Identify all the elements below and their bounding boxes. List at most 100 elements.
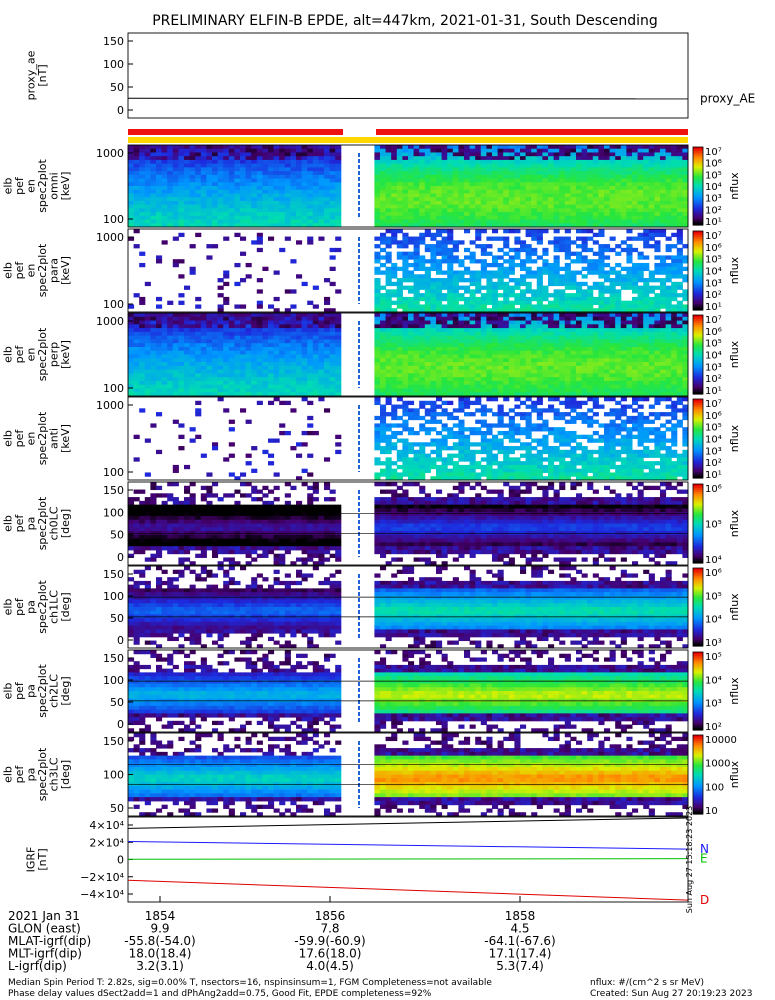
heatmap-cell — [329, 320, 336, 325]
heatmap-cell — [609, 392, 616, 397]
heatmap-cell — [133, 171, 140, 176]
heatmap-cell — [469, 197, 476, 202]
heatmap-cell — [632, 296, 639, 302]
heatmap-cell — [643, 215, 650, 221]
heatmap-cell — [161, 178, 168, 183]
heatmap-cell — [564, 204, 571, 209]
heatmap-cell — [525, 354, 532, 359]
heatmap-cell — [536, 182, 543, 187]
heatmap-cell — [609, 266, 616, 271]
heatmap-cell — [178, 328, 185, 333]
heatmap-cell — [615, 281, 622, 287]
heatmap-cell — [542, 189, 549, 194]
heatmap-cell — [576, 392, 583, 397]
heatmap-cell — [413, 293, 420, 298]
heatmap-cell — [402, 200, 409, 206]
heatmap-cell — [525, 152, 532, 157]
heatmap-cell — [564, 278, 571, 283]
heatmap-cell — [324, 324, 331, 329]
heatmap-cell — [480, 380, 487, 386]
heatmap-cell — [195, 388, 202, 393]
heatmap-cell — [497, 163, 504, 168]
heatmap-cell — [436, 328, 443, 333]
heatmap-cell — [525, 163, 532, 168]
heatmap-cell — [385, 229, 392, 234]
heatmap-cell — [570, 365, 577, 371]
heatmap-cell — [525, 223, 532, 228]
heatmap-cell — [212, 223, 219, 228]
heatmap-cell — [615, 313, 622, 318]
heatmap-cell — [475, 270, 482, 275]
heatmap-cell — [430, 343, 437, 348]
heatmap-cell — [615, 369, 622, 374]
heatmap-cell — [564, 262, 571, 268]
heatmap-cell — [464, 343, 471, 348]
heatmap-cell — [598, 223, 605, 228]
heatmap-cell — [273, 208, 280, 213]
heatmap-cell — [508, 354, 515, 359]
heatmap-cell — [514, 189, 521, 194]
heatmap-cell — [441, 365, 448, 371]
heatmap-cell — [497, 255, 504, 260]
heatmap-cell — [458, 365, 465, 371]
heatmap-cell — [268, 343, 275, 348]
heatmap-cell — [391, 358, 398, 363]
heatmap-cell — [251, 212, 258, 217]
heatmap-cell — [206, 350, 213, 355]
heatmap-cell — [391, 339, 398, 344]
heatmap-cell — [262, 182, 269, 187]
heatmap-cell — [223, 362, 230, 367]
heatmap-cell — [609, 343, 616, 348]
heatmap-cell — [542, 380, 549, 386]
heatmap-cell — [609, 365, 616, 371]
heatmap-cell — [245, 171, 252, 176]
heatmap-cell — [385, 377, 392, 382]
heatmap-cell — [654, 204, 661, 209]
heatmap-cell — [508, 212, 515, 217]
colorbar-tick-label: 10⁷ — [705, 231, 722, 242]
heatmap-cell — [391, 346, 398, 352]
heatmap-cell — [374, 300, 381, 305]
heatmap-cell — [525, 388, 532, 393]
heatmap-cell — [531, 200, 538, 206]
heatmap-cell — [290, 365, 297, 371]
heatmap-cell — [318, 178, 325, 183]
heatmap-cell — [273, 145, 280, 150]
heatmap-cell — [581, 304, 588, 309]
heatmap-cell — [480, 259, 487, 264]
heatmap-cell — [598, 262, 605, 268]
heatmap-cell — [228, 313, 235, 318]
heatmap-cell — [660, 300, 667, 305]
heatmap-cell — [240, 189, 247, 194]
heatmap-cell — [553, 145, 560, 150]
heatmap-cell — [604, 365, 611, 371]
heatmap-cell — [559, 204, 566, 209]
status-bar-red — [376, 129, 688, 135]
heatmap-cell — [217, 152, 224, 157]
heatmap-cell — [587, 313, 594, 318]
heatmap-cell — [514, 178, 521, 183]
heatmap-cell — [497, 156, 504, 161]
heatmap-cell — [240, 373, 247, 378]
heatmap-cell — [531, 339, 538, 344]
heatmap-cell — [660, 145, 667, 150]
heatmap-cell — [520, 354, 527, 359]
heatmap-cell — [503, 339, 510, 344]
heatmap-cell — [604, 346, 611, 352]
heatmap-cell — [452, 145, 459, 150]
heatmap-cell — [307, 174, 314, 180]
heatmap-cell — [531, 178, 538, 183]
heatmap-cell — [458, 186, 465, 191]
heatmap-cell — [542, 171, 549, 176]
heatmap-cell — [682, 304, 689, 309]
heatmap-cell — [475, 174, 482, 180]
heatmap-cell — [413, 281, 420, 287]
heatmap-cell — [324, 316, 331, 322]
heatmap-cell — [469, 384, 476, 389]
heatmap-cell — [536, 148, 543, 153]
heatmap-cell — [464, 313, 471, 318]
heatmap-cell — [480, 200, 487, 206]
colorbar-band — [693, 238, 703, 242]
heatmap-cell — [217, 148, 224, 153]
heatmap-cell — [234, 145, 241, 150]
